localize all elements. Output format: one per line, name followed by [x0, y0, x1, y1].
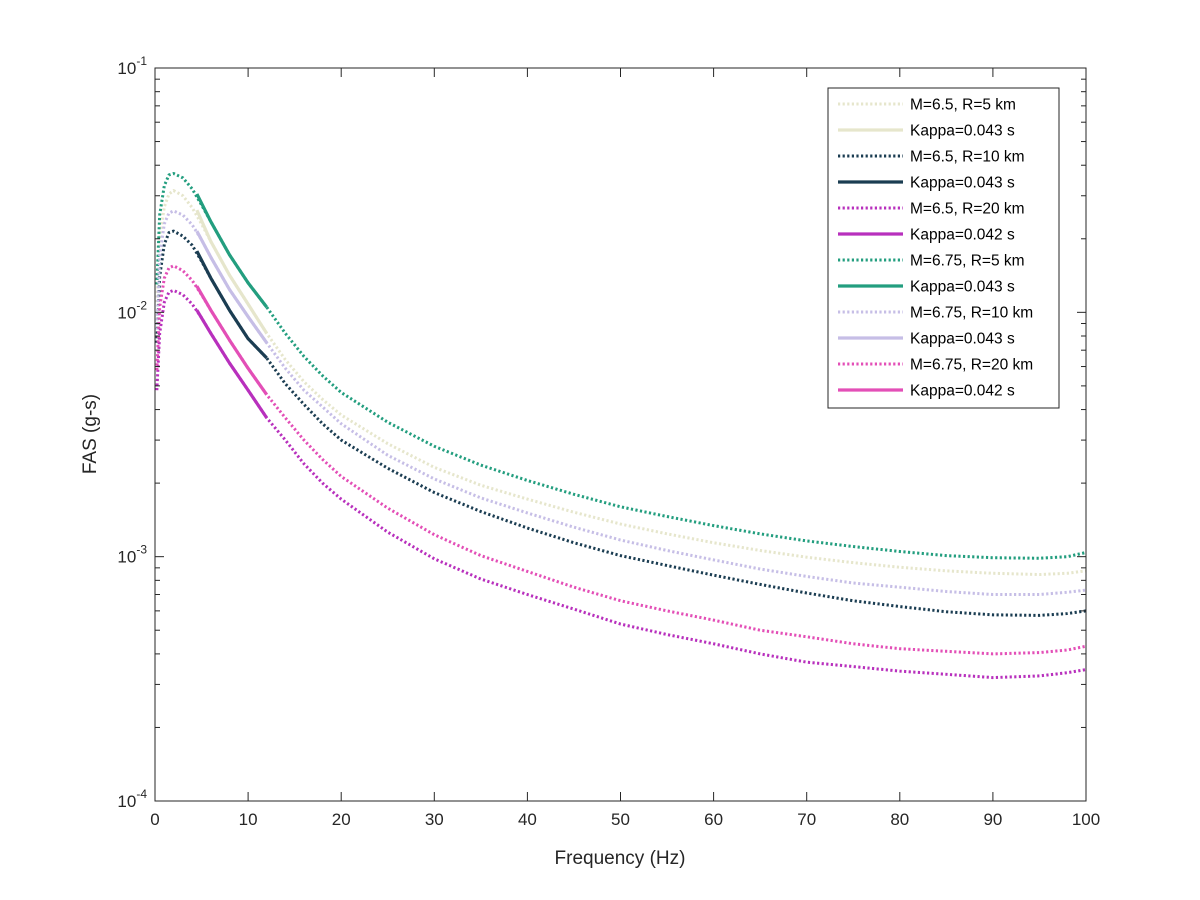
legend-label-5: M=6.5, R=20 km [910, 201, 1025, 218]
series-line-2 [195, 209, 269, 335]
x-tick-label: 0 [150, 810, 159, 829]
x-tick-label: 80 [890, 810, 909, 829]
legend-label-3: M=6.5, R=10 km [910, 149, 1025, 166]
y-tick-exponent: -1 [136, 54, 147, 68]
x-tick-label: 20 [332, 810, 351, 829]
legend-label-7: M=6.75, R=5 km [910, 253, 1025, 270]
legend-label-1: M=6.5, R=5 km [910, 97, 1016, 114]
legend-label-9: M=6.75, R=10 km [910, 305, 1033, 322]
legend-label-11: M=6.75, R=20 km [910, 357, 1033, 374]
y-tick-label: 10-4 [117, 787, 147, 811]
y-tick-base: 10 [117, 59, 136, 78]
y-tick-exponent: -4 [136, 787, 147, 801]
x-tick-label: 60 [704, 810, 723, 829]
x-tick-label: 90 [983, 810, 1002, 829]
series-line-10 [195, 230, 269, 344]
legend-label-4: Kappa=0.043 s [910, 175, 1015, 192]
x-tick-label: 70 [797, 810, 816, 829]
legend: M=6.5, R=5 km Kappa=0.043 s M=6.5, R=10 km… [827, 87, 1060, 409]
series-line-9 [155, 209, 1087, 597]
y-tick-exponent: -2 [136, 298, 147, 312]
x-axis-label: Frequency (Hz) [555, 848, 686, 869]
legend-label-12: Kappa=0.042 s [910, 383, 1015, 400]
legend-label-6: Kappa=0.042 s [910, 227, 1015, 244]
x-tick-label: 100 [1072, 810, 1100, 829]
legend-label-8: Kappa=0.043 s [910, 279, 1015, 296]
y-tick-label: 10-1 [117, 54, 147, 78]
y-tick-base: 10 [117, 792, 136, 811]
series-line-8 [195, 193, 268, 309]
legend-label-2: Kappa=0.043 s [910, 123, 1015, 140]
series-line-6 [195, 309, 269, 419]
series-line-4 [195, 250, 268, 360]
series-line-7 [155, 172, 1087, 560]
series-line-12 [195, 285, 269, 396]
x-tick-label: 50 [611, 810, 630, 829]
legend-label-10: Kappa=0.043 s [910, 331, 1015, 348]
series-line-1 [155, 189, 1087, 577]
y-tick-exponent: -3 [136, 543, 147, 557]
y-tick-label: 10-3 [117, 543, 147, 567]
y-tick-base: 10 [117, 303, 136, 322]
y-tick-base: 10 [117, 548, 136, 567]
y-tick-label: 10-2 [117, 298, 147, 322]
series-layer [155, 172, 1087, 680]
x-tick-label: 10 [239, 810, 258, 829]
y-axis-label: FAS (g-s) [80, 394, 101, 474]
x-tick-label: 40 [518, 810, 537, 829]
x-tick-label: 30 [425, 810, 444, 829]
legend-box [827, 87, 1060, 409]
